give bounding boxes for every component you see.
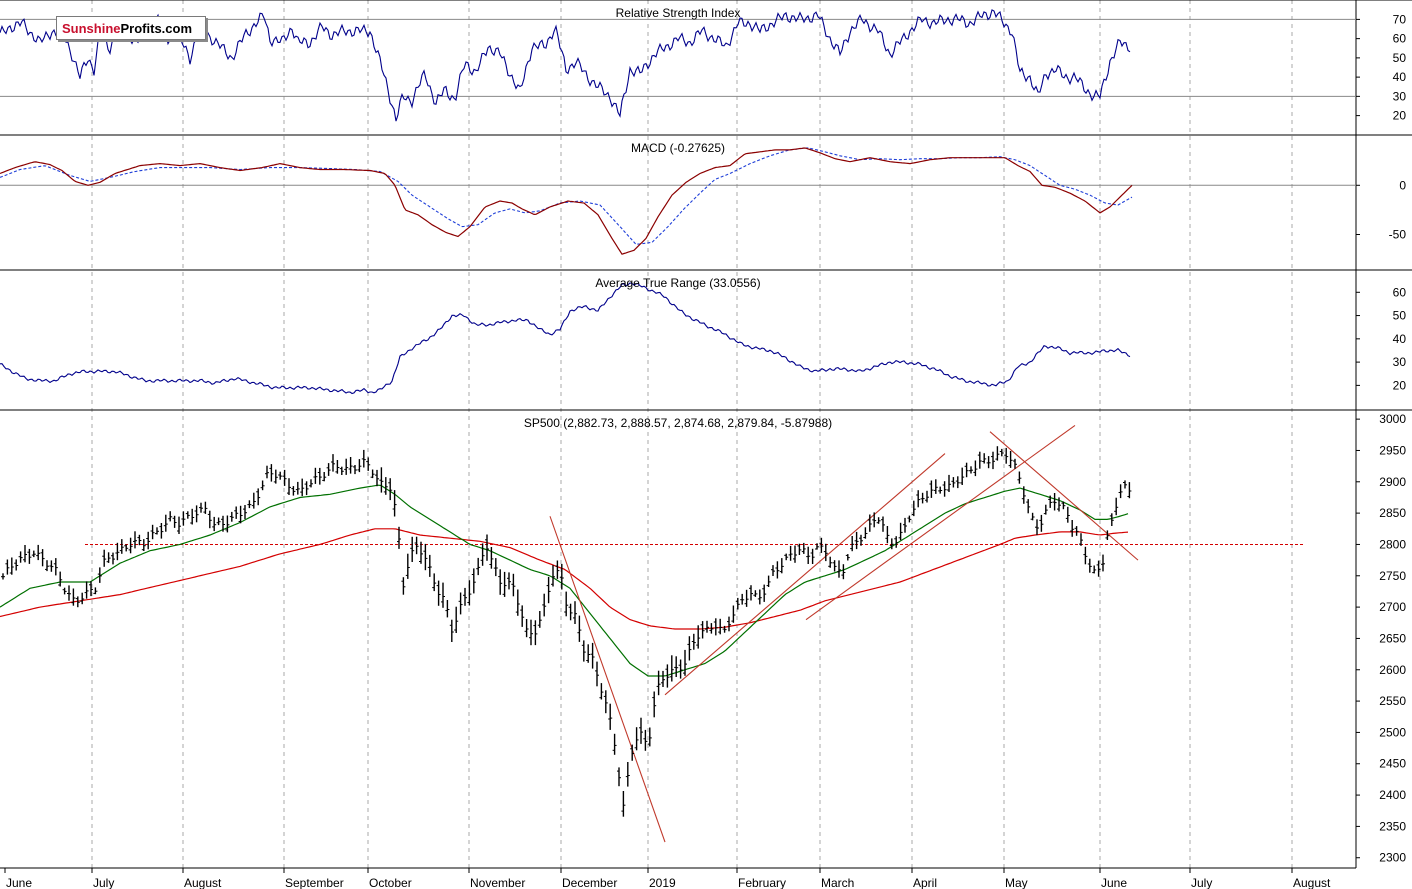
chart-panels: 20 30 40 50 60 70 Relative Strength Index -50 0 M… [0,0,1412,868]
month-label: August [1293,876,1331,889]
price-tick-label: 2350 [1379,819,1406,833]
time-axis: June July August September October November De… [0,867,1356,889]
trendline [664,453,946,696]
price-title: SP500 (2,882.73, 2,888.57, 2,874.68, 2,8… [524,416,832,430]
month-label: July [93,876,114,889]
price-tick-label: 2450 [1379,757,1406,771]
atr-tick-label: 50 [1393,309,1407,323]
price-tick-label: 2700 [1379,600,1406,614]
price-bars [1,446,1132,817]
month-label: May [1005,876,1028,889]
macd-tick-label: 0 [1399,178,1406,192]
price-tick-label: 2750 [1379,569,1406,583]
month-label: October [369,876,412,889]
atr-title: Average True Range (33.0556) [595,276,760,290]
month-label: September [285,876,344,889]
price-tick-label: 2850 [1379,506,1406,520]
logo-text-sunshine: Sunshine [62,21,121,36]
rsi-tick-label: 60 [1393,32,1407,46]
logo-text-profits: Profits.com [120,21,193,36]
ma-long-line [0,528,1129,630]
price-tick-label: 2600 [1379,663,1406,677]
price-tick-label: 2950 [1379,443,1406,457]
rsi-title: Relative Strength Index [616,6,741,20]
rsi-tick-label: 70 [1393,12,1407,26]
rsi-line [0,9,1131,122]
month-label: 2019 [649,876,676,889]
macd-title: MACD (-0.27625) [631,141,725,155]
rsi-tick-label: 20 [1393,109,1407,123]
rsi-tick-label: 40 [1393,70,1407,84]
ma-short-line [0,484,1129,677]
price-tick-label: 2900 [1379,475,1406,489]
price-tick-label: 2550 [1379,694,1406,708]
price-tick-label: 2800 [1379,537,1406,551]
month-label: November [470,876,525,889]
macd-line [0,147,1133,255]
price-tick-label: 3000 [1379,412,1406,426]
trendline [549,516,666,843]
macd-signal-line [0,147,1133,245]
month-label: June [6,876,32,889]
atr-tick-label: 20 [1393,378,1407,392]
month-label: April [913,876,937,889]
trendline [805,424,1076,621]
month-label: March [821,876,854,889]
price-tick-label: 2650 [1379,631,1406,645]
price-tick-label: 2400 [1379,788,1406,802]
rsi-tick-label: 30 [1393,89,1407,103]
price-tick-label: 2500 [1379,725,1406,739]
brand-logo: SunshineProfits.com [56,16,206,40]
atr-tick-label: 60 [1393,285,1407,299]
month-label: August [184,876,222,889]
month-label: July [1191,876,1212,889]
atr-line [0,282,1131,395]
trendline [989,431,1139,561]
macd-tick-label: -50 [1389,228,1407,242]
atr-tick-label: 30 [1393,355,1407,369]
rsi-tick-label: 50 [1393,51,1407,65]
month-label: December [562,876,617,889]
month-label: June [1101,876,1127,889]
month-label: February [738,876,786,889]
price-tick-label: 2300 [1379,851,1406,865]
atr-tick-label: 40 [1393,332,1407,346]
